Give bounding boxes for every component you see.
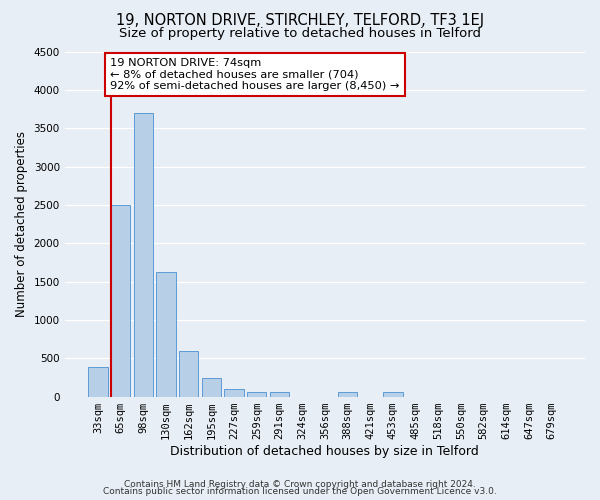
Bar — [111, 205, 130, 396]
X-axis label: Distribution of detached houses by size in Telford: Distribution of detached houses by size … — [170, 444, 479, 458]
Text: Contains HM Land Registry data © Crown copyright and database right 2024.: Contains HM Land Registry data © Crown c… — [124, 480, 476, 489]
Text: Contains public sector information licensed under the Open Government Licence v3: Contains public sector information licen… — [103, 488, 497, 496]
Y-axis label: Number of detached properties: Number of detached properties — [15, 131, 28, 317]
Text: Size of property relative to detached houses in Telford: Size of property relative to detached ho… — [119, 28, 481, 40]
Bar — [383, 392, 403, 396]
Bar — [88, 368, 107, 396]
Text: 19, NORTON DRIVE, STIRCHLEY, TELFORD, TF3 1EJ: 19, NORTON DRIVE, STIRCHLEY, TELFORD, TF… — [116, 12, 484, 28]
Bar — [247, 392, 266, 396]
Text: 19 NORTON DRIVE: 74sqm
← 8% of detached houses are smaller (704)
92% of semi-det: 19 NORTON DRIVE: 74sqm ← 8% of detached … — [110, 58, 400, 91]
Bar — [338, 392, 357, 396]
Bar — [270, 392, 289, 396]
Bar — [134, 113, 153, 397]
Bar — [202, 378, 221, 396]
Bar — [157, 272, 176, 396]
Bar — [179, 350, 199, 397]
Bar — [224, 389, 244, 396]
